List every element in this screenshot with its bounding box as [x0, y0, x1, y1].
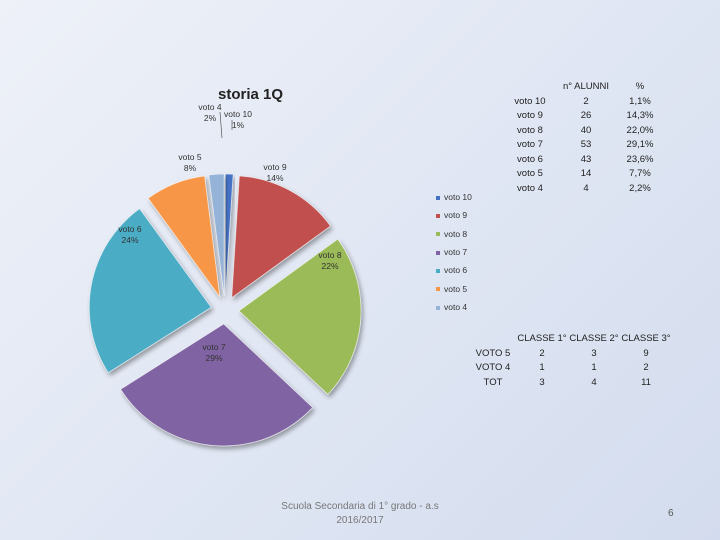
legend-swatch: [436, 287, 440, 292]
votes-table: n° ALUNNI% voto 10 2 1,1% voto 9 26 14,3% voto …: [504, 80, 664, 196]
table-cell: voto 10: [514, 95, 546, 107]
table-cell: 7,7%: [629, 168, 651, 179]
table-cell: voto 5: [517, 168, 543, 179]
pie-label-voto-10: voto 10 1%: [224, 109, 252, 130]
pie-label-voto-4: voto 4 2%: [198, 102, 221, 123]
table-cell: 3: [591, 347, 597, 359]
table-row: VOTO 4 1 1 2: [470, 361, 672, 376]
pie-label-voto-5: voto 5 8%: [178, 152, 201, 173]
table-cell: voto 4: [517, 182, 543, 194]
table-row: voto 5 14 7,7%: [504, 167, 664, 182]
legend-swatch: [436, 250, 440, 255]
pie-slice-voto-9: [231, 175, 332, 299]
legend-swatch: [436, 305, 440, 310]
table-row: voto 4 4 2,2%: [504, 182, 664, 197]
table-row: voto 7 53 29,1%: [504, 138, 664, 153]
legend-label: voto 4: [444, 301, 468, 312]
legend-item-voto-9: voto 9: [436, 210, 467, 220]
legend-swatch: [436, 195, 440, 200]
page-number: 6: [668, 508, 674, 519]
legend-label: voto 8: [444, 228, 468, 239]
table-row: voto 6 43 23,6%: [504, 153, 664, 168]
pie-label-voto-8: voto 8 22%: [318, 250, 341, 271]
table-cell: 14: [580, 168, 592, 179]
table-cell: 40: [580, 124, 592, 136]
table-cell: 2,2%: [629, 182, 651, 194]
table-cell: 2: [583, 95, 589, 107]
table-row: TOT 3 4 11: [470, 376, 672, 391]
table-cell: voto 9: [517, 110, 543, 121]
table-cell: voto 6: [517, 153, 543, 165]
table-row: voto 10 2 1,1%: [504, 95, 664, 110]
legend-label: voto 7: [444, 246, 468, 257]
table-cell: VOTO 4: [475, 362, 511, 373]
table-header-row: n° ALUNNI%: [504, 80, 664, 95]
table-cell: 1: [591, 362, 597, 373]
pie-slice-voto-4: [208, 173, 225, 297]
legend-item-voto-10: voto 10: [436, 192, 472, 202]
table-cell: CLASSE 3°: [621, 333, 671, 344]
legend-item-voto-5: voto 5: [436, 284, 467, 294]
footer-school: Scuola Secondaria di 1° grado - a.s 2016…: [281, 501, 439, 526]
legend-label: voto 6: [444, 265, 468, 276]
table-cell: n° ALUNNI: [562, 81, 610, 92]
legend-label: voto 5: [444, 283, 468, 294]
table-cell: 26: [580, 110, 592, 121]
pie-slice-voto-8: [238, 238, 362, 395]
table-cell: 3: [539, 376, 545, 388]
table-cell: 4: [583, 182, 589, 194]
legend-item-voto-6: voto 6: [436, 265, 467, 275]
legend-swatch: [436, 214, 440, 219]
table-cell: 22,0%: [626, 124, 654, 136]
table-cell: voto 7: [517, 139, 543, 150]
pie-slice-voto-5: [147, 175, 221, 298]
table-cell: 11: [641, 376, 651, 388]
legend-label: voto 10: [444, 192, 472, 202]
table-cell: 53: [580, 139, 592, 150]
table-cell: 9: [643, 347, 649, 359]
table-cell: 1: [539, 362, 545, 373]
pie-leader-line: [219, 111, 223, 139]
table-cell: voto 8: [517, 124, 543, 136]
table-cell: 2: [539, 347, 545, 359]
table-header-row: CLASSE 1° CLASSE 2° CLASSE 3°: [470, 332, 672, 347]
pie-slice-voto-6: [88, 208, 212, 374]
pie-slice-voto-10: [225, 173, 234, 297]
table-cell: 4: [591, 376, 597, 388]
table-row: voto 9 26 14,3%: [504, 109, 664, 124]
table-cell: 2: [643, 362, 649, 373]
classes-table: CLASSE 1° CLASSE 2° CLASSE 3° VOTO 5 2 3 9 VOTO…: [470, 332, 672, 390]
table-cell: [504, 80, 556, 95]
pie-label-voto-9: voto 9 14%: [263, 162, 286, 183]
legend-swatch: [436, 268, 440, 273]
legend-label: voto 9: [444, 210, 468, 221]
chart-title: storia 1Q: [218, 86, 284, 103]
table-cell: TOT: [483, 376, 503, 388]
legend-item-voto-4: voto 4: [436, 302, 467, 312]
table-cell: VOTO 5: [475, 347, 511, 359]
legend-item-voto-8: voto 8: [436, 229, 467, 239]
pie-label-voto-6: voto 6 24%: [118, 224, 141, 245]
legend-item-voto-7: voto 7: [436, 247, 467, 257]
table-cell: CLASSE 2°: [569, 333, 619, 344]
table-cell: 1,1%: [629, 95, 651, 107]
table-cell: 23,6%: [626, 153, 654, 165]
table-row: VOTO 5 2 3 9: [470, 347, 672, 362]
table-cell: 29,1%: [626, 139, 654, 150]
pie-slice-voto-7: [120, 323, 314, 447]
table-row: voto 8 40 22,0%: [504, 124, 664, 139]
table-cell: [470, 332, 516, 347]
table-cell: 14,3%: [626, 110, 654, 121]
table-cell: 43: [580, 153, 592, 165]
pie-label-voto-7: voto 7 29%: [202, 342, 225, 363]
table-cell: %: [635, 81, 645, 92]
legend-swatch: [436, 232, 440, 237]
table-cell: CLASSE 1°: [517, 333, 567, 344]
